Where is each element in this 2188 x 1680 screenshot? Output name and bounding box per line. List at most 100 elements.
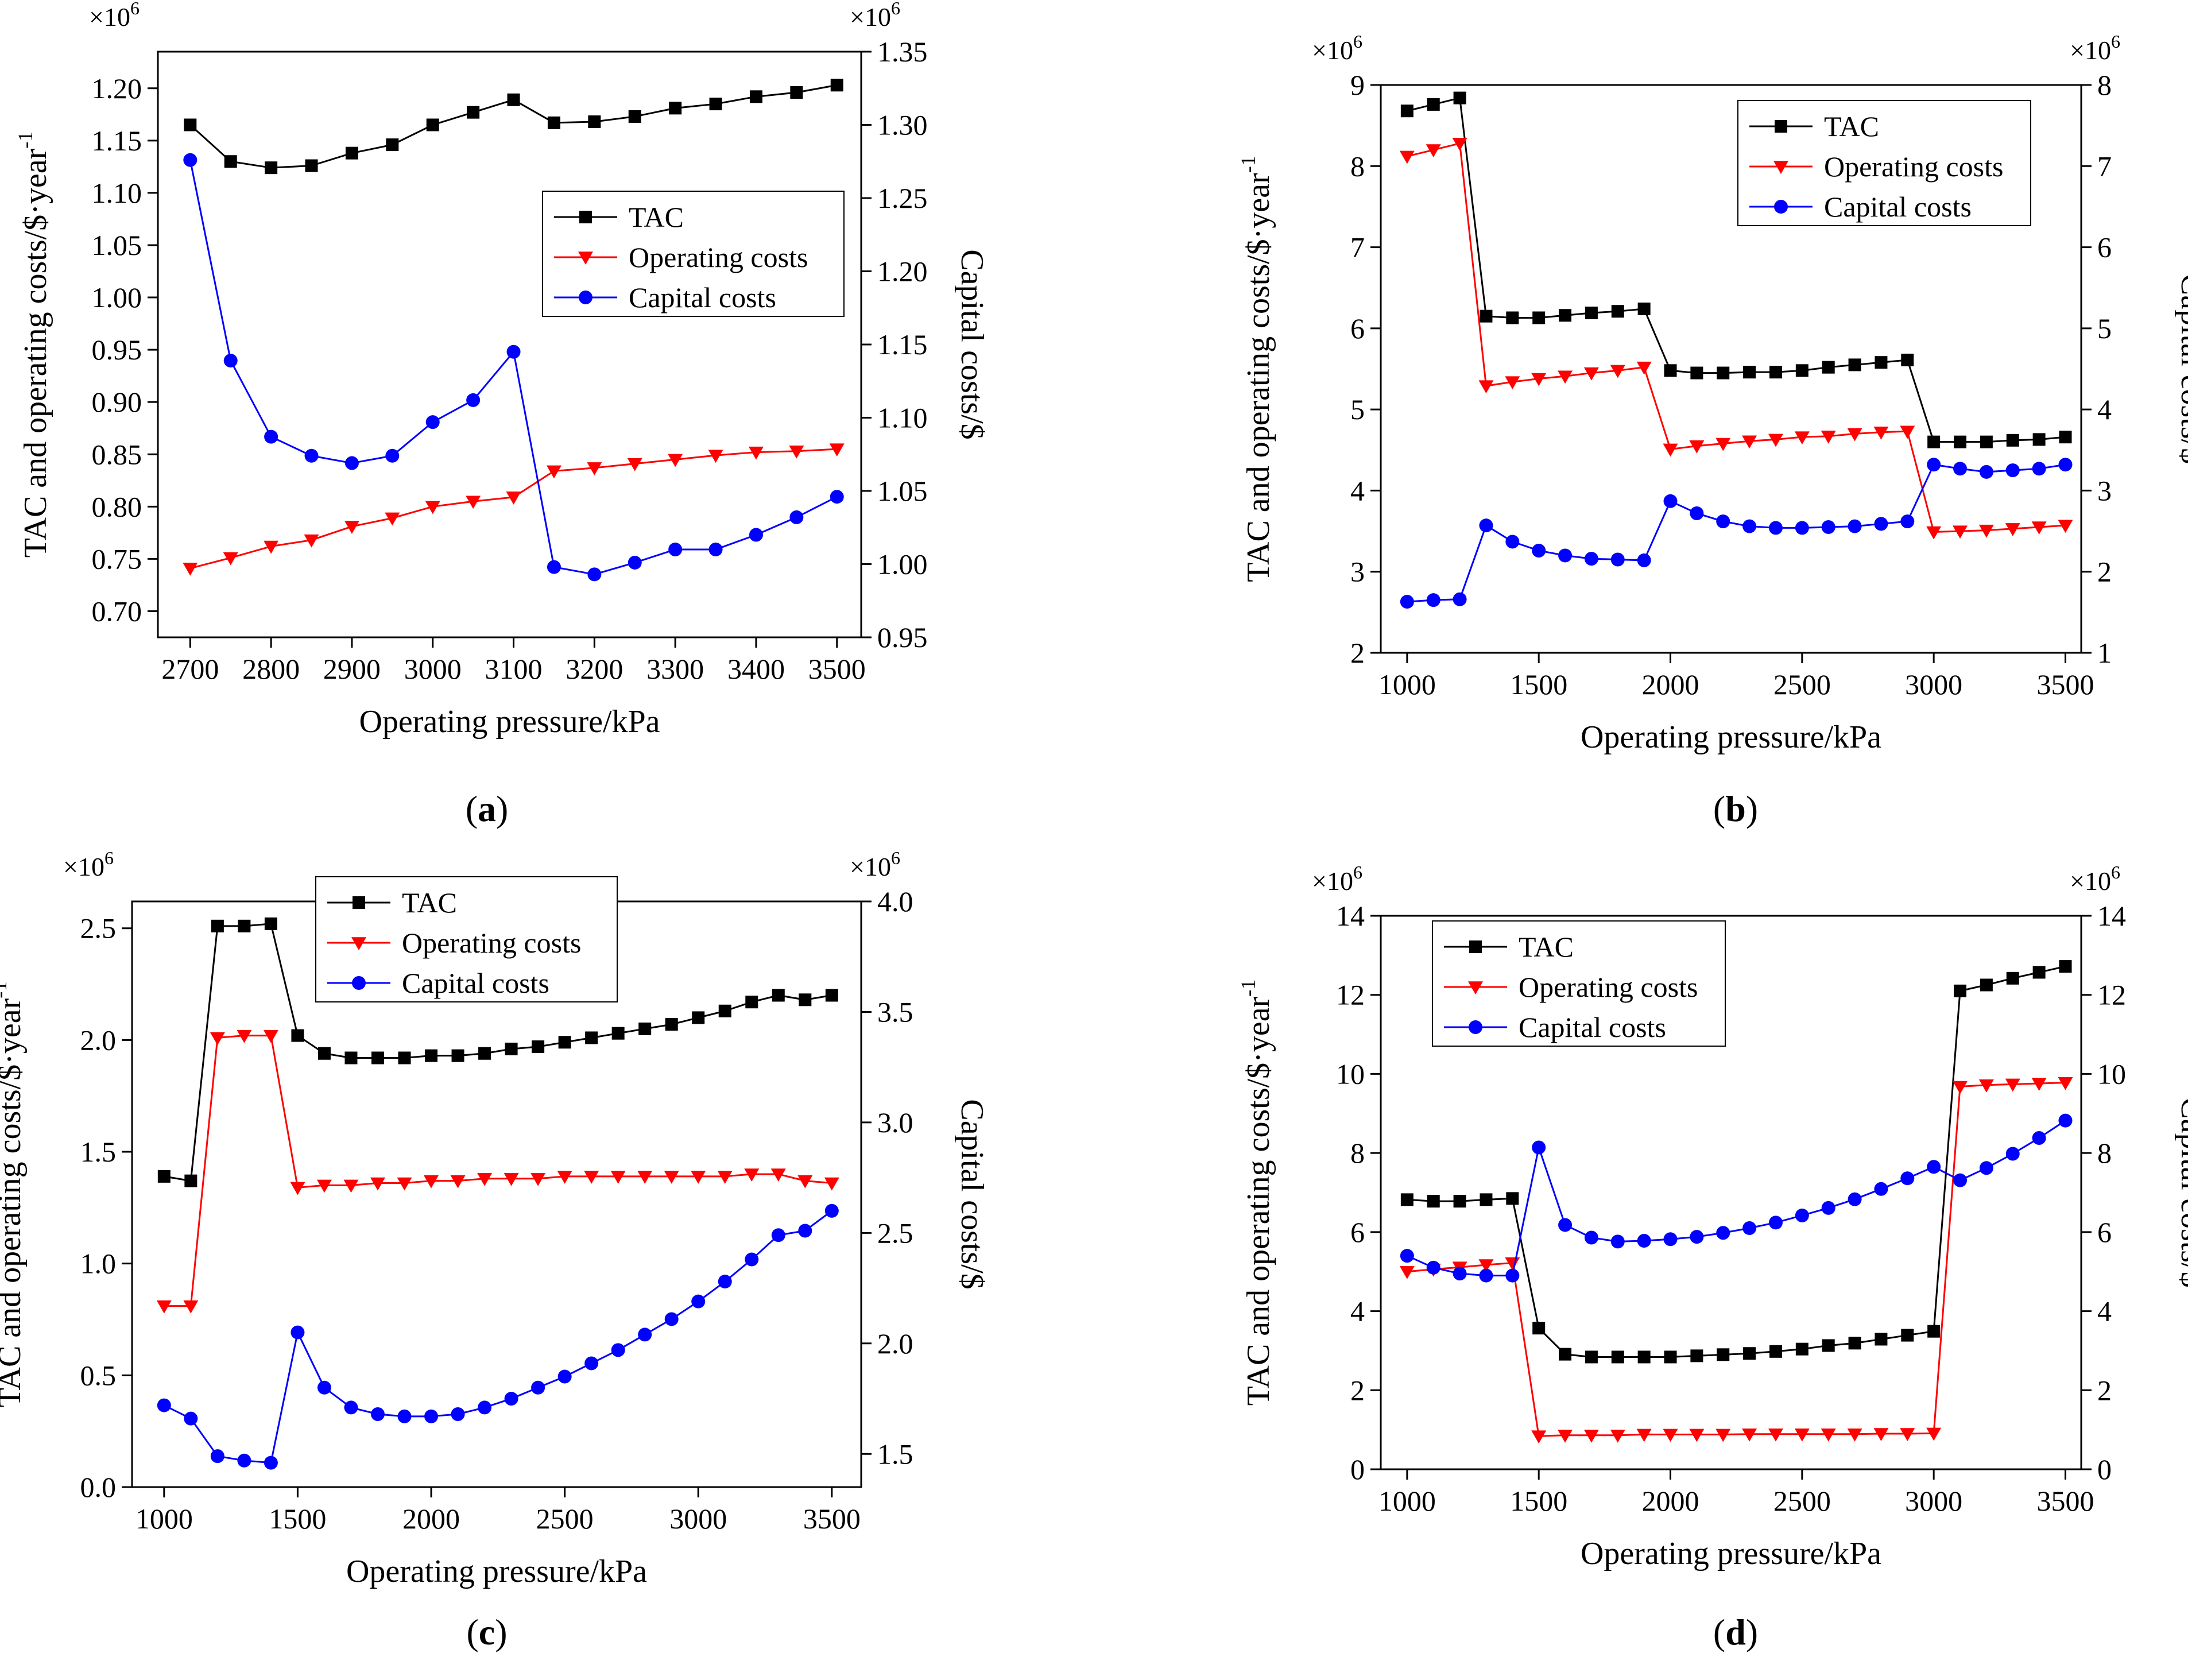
data-point bbox=[829, 443, 845, 457]
data-point bbox=[1480, 309, 1493, 323]
y-right-tick-label: 5 bbox=[2097, 312, 2112, 344]
data-point bbox=[611, 1027, 625, 1040]
data-point bbox=[1558, 1218, 1573, 1232]
data-point bbox=[1716, 514, 1730, 529]
data-point bbox=[1399, 150, 1415, 164]
legend-marker bbox=[1468, 981, 1483, 994]
data-point bbox=[691, 1171, 706, 1184]
data-point bbox=[797, 1175, 813, 1189]
data-point bbox=[1400, 104, 1414, 118]
data-point bbox=[2032, 966, 2046, 979]
x-tick-label: 3000 bbox=[404, 653, 462, 685]
data-point bbox=[1717, 366, 1730, 380]
x-axis-title: Operating pressure/kPa bbox=[346, 1554, 647, 1589]
caption-letter: d bbox=[1725, 1612, 1746, 1652]
data-point bbox=[1954, 984, 1967, 997]
data-point bbox=[1478, 1259, 1494, 1273]
data-point bbox=[749, 90, 762, 103]
data-point bbox=[584, 1356, 599, 1371]
series-capital-costs bbox=[1400, 458, 2073, 609]
legend-label: Capital costs bbox=[1519, 1011, 1666, 1043]
legend: TAC Operating costs Capital costs bbox=[542, 191, 845, 317]
panel-caption: (b) bbox=[1713, 788, 1758, 829]
data-point bbox=[263, 1029, 278, 1043]
y-left-tick-label: 1.05 bbox=[92, 229, 142, 261]
data-point bbox=[237, 1029, 252, 1043]
x-tick-label: 2000 bbox=[1642, 668, 1699, 700]
data-point bbox=[1954, 435, 1967, 448]
x-tick-label: 2900 bbox=[323, 653, 381, 685]
data-point bbox=[1558, 1430, 1573, 1443]
data-point bbox=[1585, 1350, 1598, 1364]
y-left-tick-label: 1.00 bbox=[92, 281, 142, 313]
x-tick-label: 1000 bbox=[135, 1503, 193, 1535]
data-point bbox=[1558, 548, 1573, 563]
legend-item: Capital costs bbox=[327, 967, 549, 999]
y-left-tick-label: 14 bbox=[1336, 900, 1365, 932]
exponent-power: 6 bbox=[1353, 31, 1362, 52]
data-point bbox=[224, 155, 237, 168]
data-point bbox=[424, 1409, 439, 1423]
data-point bbox=[291, 1029, 304, 1042]
data-point bbox=[1478, 380, 1494, 394]
data-point bbox=[628, 555, 642, 570]
data-point bbox=[1743, 1347, 1756, 1360]
data-point bbox=[1979, 464, 1993, 479]
y-right-exponent: ×106 bbox=[2070, 31, 2120, 65]
data-point bbox=[664, 1312, 679, 1326]
y-left-exponent: ×106 bbox=[89, 0, 140, 32]
data-point bbox=[531, 1380, 545, 1395]
data-point bbox=[1399, 1265, 1415, 1279]
data-point bbox=[2005, 1078, 2020, 1092]
data-point bbox=[1479, 518, 1493, 533]
y-left-tick-label: 6 bbox=[1350, 1216, 1365, 1248]
x-tick-label: 1500 bbox=[1510, 668, 1567, 700]
y-right-tick-label: 8 bbox=[2097, 69, 2112, 101]
data-point bbox=[1953, 525, 1968, 539]
plot-frame bbox=[1380, 915, 2082, 1470]
data-point bbox=[1717, 1348, 1730, 1361]
x-axis-title: Operating pressure/kPa bbox=[359, 704, 660, 740]
data-point bbox=[451, 1407, 465, 1421]
data-point bbox=[450, 1175, 466, 1189]
data-point bbox=[1689, 440, 1705, 454]
data-point bbox=[664, 1171, 679, 1184]
y-left-tick-label: 3 bbox=[1350, 556, 1365, 588]
y-axis-right: 0.95 1.00 1.05 1.10 1.15 1.20 1.25 1.30 1.35 bbox=[861, 36, 928, 653]
series-tac bbox=[157, 917, 838, 1187]
caption-paren: ( bbox=[466, 1612, 478, 1652]
data-point bbox=[611, 1343, 625, 1357]
legend-item: Capital costs bbox=[1444, 1011, 1666, 1043]
x-tick-label: 1500 bbox=[1510, 1485, 1567, 1517]
y-left-tick-label: 5 bbox=[1350, 393, 1365, 425]
legend-marker bbox=[353, 896, 365, 909]
x-tick-label: 1500 bbox=[269, 1503, 326, 1535]
data-point bbox=[1900, 425, 1915, 439]
exponent-power: 6 bbox=[1353, 862, 1362, 882]
series-capital-costs bbox=[183, 153, 844, 582]
legend: TAC Operating costs Capital costs bbox=[1737, 100, 2031, 226]
y-right-tick-label: 4 bbox=[2097, 393, 2112, 425]
data-point bbox=[1663, 494, 1678, 508]
data-point bbox=[1426, 1260, 1440, 1275]
y-left-tick-label: 7 bbox=[1350, 231, 1365, 264]
y-right-tick-label: 2.0 bbox=[877, 1327, 913, 1360]
series-operating-costs bbox=[183, 443, 845, 576]
data-point bbox=[668, 454, 683, 467]
data-point bbox=[744, 1168, 760, 1182]
data-point bbox=[1664, 1350, 1677, 1364]
data-point bbox=[1821, 1201, 1835, 1215]
y-left-exponent: ×106 bbox=[1312, 31, 1362, 65]
data-point bbox=[1715, 1429, 1731, 1442]
data-point bbox=[304, 448, 319, 463]
x-tick-label: 3500 bbox=[808, 653, 866, 685]
legend-label: TAC bbox=[629, 201, 684, 233]
x-tick-label: 3500 bbox=[2036, 668, 2094, 700]
caption-paren: ( bbox=[1713, 1612, 1725, 1652]
data-point bbox=[557, 1369, 572, 1384]
y-left-tick-label: 0.90 bbox=[92, 386, 142, 418]
y-right-tick-label: 3.5 bbox=[877, 996, 913, 1028]
y-axis-left: 0 2 4 6 8 10 12 14 bbox=[1336, 900, 1381, 1485]
x-tick-label: 2500 bbox=[1773, 668, 1831, 700]
